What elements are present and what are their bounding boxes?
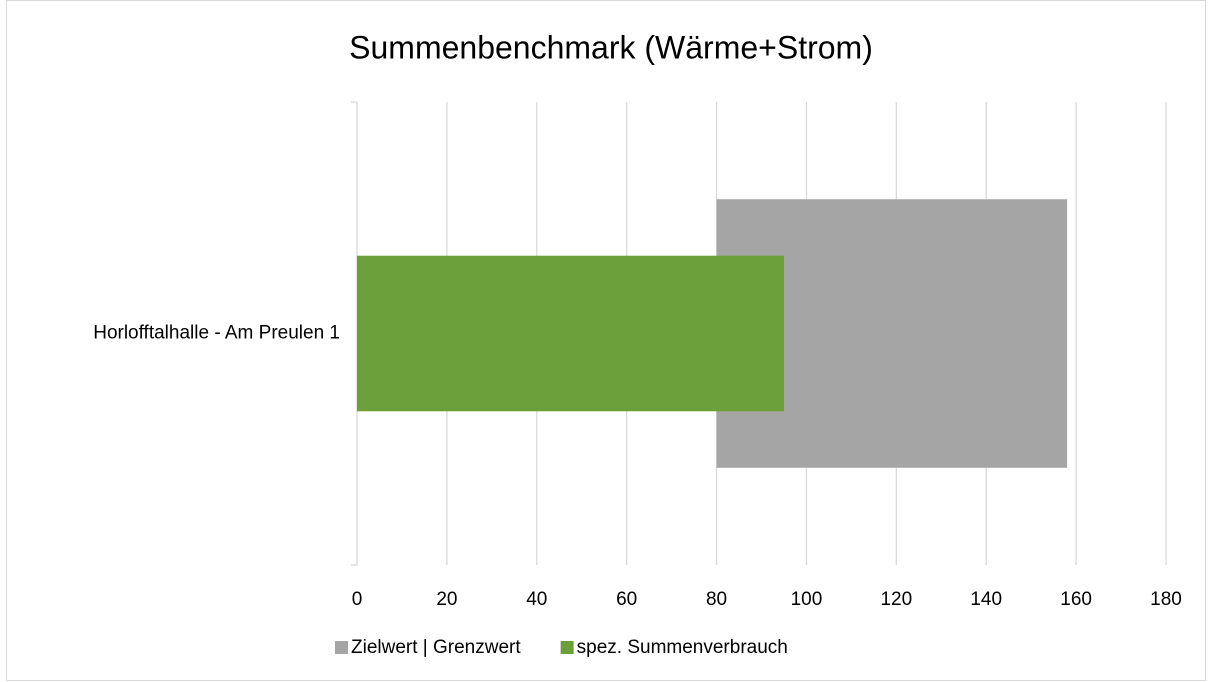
bar [357, 255, 784, 412]
x-tick-label: 20 [436, 589, 457, 610]
x-tick-label: 0 [352, 589, 363, 610]
x-tick-label: 60 [616, 589, 637, 610]
x-tick-label: 160 [1060, 589, 1092, 610]
legend-label: spez. Summenverbrauch [577, 637, 788, 658]
x-tick-label: 40 [526, 589, 547, 610]
y-tick-label: Horlofftalhalle - Am Preulen 1 [93, 323, 340, 344]
legend-swatch [335, 641, 348, 654]
x-tick-label: 100 [791, 589, 823, 610]
chart-title: Summenbenchmark (Wärme+Strom) [349, 29, 873, 65]
x-tick-label: 140 [970, 589, 1002, 610]
x-tick-label: 120 [880, 589, 912, 610]
x-tick-label: 180 [1150, 589, 1182, 610]
x-tick-label: 80 [706, 589, 727, 610]
legend-swatch [560, 641, 574, 654]
legend-label: Zielwert | Grenzwert [351, 637, 521, 658]
